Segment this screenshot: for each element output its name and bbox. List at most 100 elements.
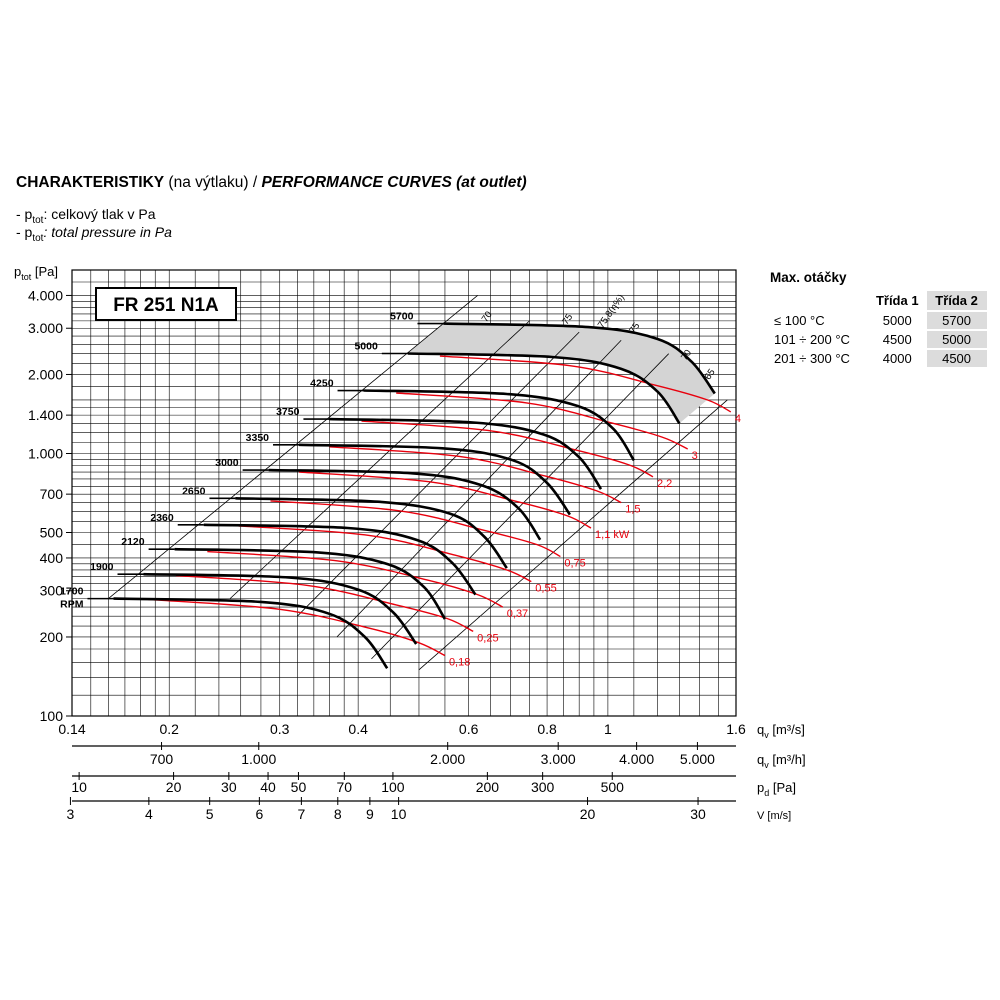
system-line: [297, 331, 580, 617]
max-speed-title: Max. otáčky: [770, 270, 847, 285]
secondary-tick-label: 30: [690, 806, 706, 822]
secondary-tick-label: 6: [255, 806, 263, 822]
power-label: 3: [692, 450, 698, 462]
power-curve: [439, 355, 732, 413]
secondary-tick-label: 4.000: [619, 751, 654, 767]
x-tick-label: 0.2: [159, 721, 179, 737]
secondary-axis-label: pd [Pa]: [757, 780, 796, 798]
system-line: [108, 295, 478, 599]
x-tick-label: 0.4: [348, 721, 368, 737]
power-label: 2,2: [657, 478, 672, 490]
speed-curve: [143, 572, 418, 645]
efficiency-label: 70: [480, 309, 495, 324]
y-tick-label: 1.400: [28, 407, 63, 423]
max-speed-region: [407, 323, 715, 424]
secondary-tick-label: 700: [150, 751, 174, 767]
power-curve: [298, 471, 592, 529]
system-line: [336, 339, 622, 638]
efficiency-label: 75: [627, 321, 642, 336]
rpm-label: 1700: [60, 586, 84, 598]
class-2-header: Třída 2: [926, 291, 987, 310]
table-row: 201 ÷ 300 °C 4000 4500: [770, 350, 987, 367]
secondary-tick-label: 20: [580, 806, 596, 822]
model-label: FR 251 N1A: [113, 295, 219, 316]
secondary-tick-label: 5: [206, 806, 214, 822]
power-curve: [361, 420, 654, 478]
power-label: 1,1 kW: [595, 529, 630, 541]
rpm-label: 3000: [215, 457, 239, 469]
power-label: 0,55: [535, 583, 556, 595]
model-badge: [95, 287, 237, 321]
secondary-tick-label: 10: [71, 779, 87, 795]
x-tick-label: 0.14: [58, 721, 85, 737]
rpm-label: 3750: [276, 406, 300, 418]
secondary-tick-label: 3: [67, 806, 75, 822]
secondary-tick-label: 70: [337, 779, 353, 795]
secondary-axis-label: qv [m³/h]: [757, 752, 806, 770]
x-axis-label: qv [m³/s]: [757, 722, 805, 740]
speed-curve: [113, 597, 389, 670]
heading-cz: CHARAKTERISTIKY: [16, 174, 165, 191]
secondary-tick-label: 4: [145, 806, 153, 822]
rpm-label: 2650: [182, 485, 206, 497]
rpm-label: 5000: [354, 340, 378, 352]
secondary-tick-label: 20: [166, 779, 182, 795]
secondary-tick-label: 3.000: [541, 751, 576, 767]
class-1-header: Třída 1: [875, 293, 919, 308]
x-tick-label: 1: [604, 721, 612, 737]
y-tick-label: 3.000: [28, 320, 63, 336]
secondary-tick-label: 5.000: [680, 751, 715, 767]
secondary-tick-label: 100: [381, 779, 405, 795]
max-speed-table: Max. otáčky Třída 1 Třída 2 ≤ 100 °C 500…: [770, 270, 987, 369]
secondary-tick-label: 30: [221, 779, 237, 795]
speed-curve: [443, 322, 716, 395]
secondary-tick-label: 7: [297, 806, 305, 822]
power-label: 0,75: [564, 558, 585, 570]
y-tick-label: 200: [40, 629, 64, 645]
speed-curve: [363, 389, 636, 462]
rpm-label: 1900: [90, 561, 114, 573]
efficiency-label: 70: [679, 348, 694, 363]
note-cz: - ptot: celkový tlak v Pa: [16, 206, 156, 226]
table-row: 101 ÷ 200 °C 4500 5000: [770, 331, 987, 348]
x-tick-label: 0.8: [537, 721, 557, 737]
max-speed-grid: Třída 1 Třída 2 ≤ 100 °C 5000 5700 101 ÷…: [770, 289, 987, 369]
efficiency-label: 75,8(η%): [596, 292, 627, 330]
power-label: 0,37: [507, 608, 528, 620]
secondary-tick-label: 2.000: [430, 751, 465, 767]
y-tick-label: 4.000: [28, 287, 63, 303]
secondary-tick-label: 10: [391, 806, 407, 822]
y-tick-label: 700: [40, 486, 64, 502]
speed-curve: [235, 497, 508, 569]
secondary-tick-label: 300: [531, 779, 555, 795]
y-tick-label: 300: [40, 583, 64, 599]
rpm-label: 2360: [150, 512, 174, 524]
rpm-label: 3350: [246, 432, 270, 444]
efficiency-label: 75: [560, 312, 575, 327]
secondary-tick-label: 8: [334, 806, 342, 822]
y-tick-label: 500: [40, 525, 64, 541]
x-tick-label: 1.6: [726, 721, 746, 737]
speed-curve: [298, 443, 571, 516]
table-row: ≤ 100 °C 5000 5700: [770, 312, 987, 329]
secondary-tick-label: 40: [260, 779, 276, 795]
power-label: 0,25: [477, 632, 498, 644]
power-curve: [238, 525, 532, 583]
power-curve: [270, 500, 561, 558]
speed-curve: [407, 352, 681, 425]
rpm-unit-label: RPM: [60, 599, 84, 611]
speed-curve: [329, 417, 603, 490]
power-curve: [396, 392, 689, 450]
speed-curve: [174, 547, 447, 620]
y-axis-label: ptot [Pa]: [14, 264, 58, 282]
secondary-axis-label: V [m/s]: [757, 810, 791, 822]
y-tick-label: 100: [40, 708, 64, 724]
power-label: 4: [735, 413, 741, 425]
power-label: 1,5: [625, 504, 640, 516]
chart-heading: CHARAKTERISTIKY (na výtlaku) / PERFORMAN…: [16, 174, 527, 192]
max-speed-header-row: Třída 1 Třída 2: [770, 291, 987, 310]
x-tick-label: 0.6: [459, 721, 479, 737]
heading-cz-rest: (na výtlaku) /: [164, 174, 262, 191]
rpm-label: 2120: [121, 536, 145, 548]
